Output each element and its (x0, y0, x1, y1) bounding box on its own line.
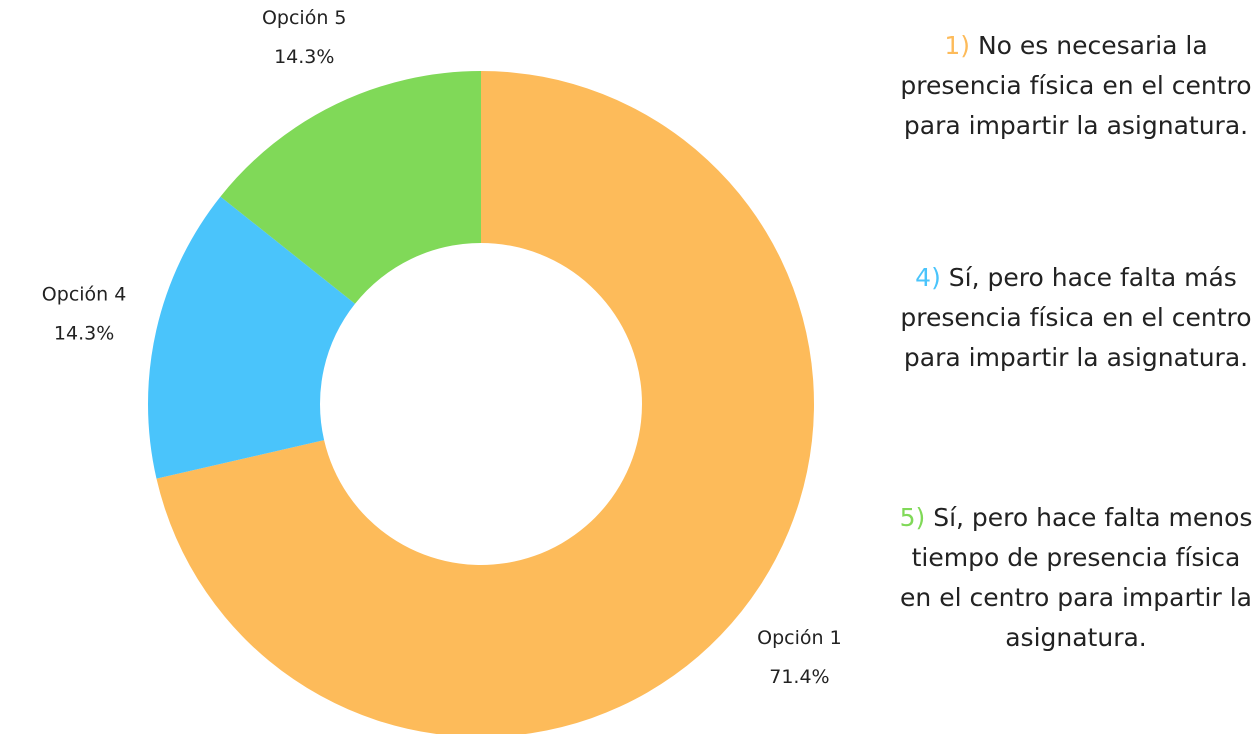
segment-label: Opción 1 (757, 627, 842, 649)
legend-note: 4) Sí, pero hace falta más presencia fís… (895, 258, 1257, 378)
note-marker: 5) (899, 503, 926, 532)
note-text: Sí, pero hace falta menos tiempo de pres… (900, 503, 1253, 652)
donut-segment (147, 196, 356, 479)
donut-segment (220, 71, 481, 304)
note-text: Sí, pero hace falta más presencia física… (900, 263, 1252, 372)
donut-segment (156, 71, 814, 734)
segment-value: 14.3% (54, 322, 114, 344)
legend-note: 5) Sí, pero hace falta menos tiempo de p… (895, 498, 1257, 658)
segment-value: 14.3% (274, 46, 334, 68)
legend-note: 1) No es necesaria la presencia física e… (895, 26, 1257, 146)
note-marker: 1) (944, 31, 970, 60)
segment-label: Opción 4 (42, 283, 127, 305)
note-text: No es necesaria la presencia física en e… (900, 31, 1252, 140)
segment-label: Opción 5 (262, 7, 347, 29)
segment-value: 71.4% (769, 666, 829, 688)
note-marker: 4) (915, 263, 941, 292)
